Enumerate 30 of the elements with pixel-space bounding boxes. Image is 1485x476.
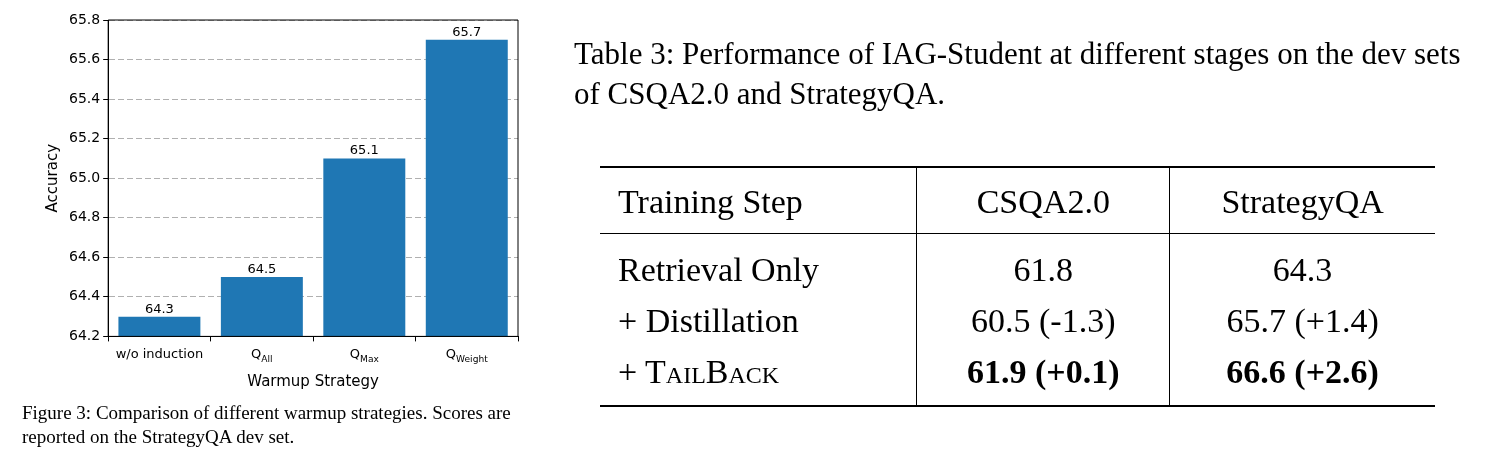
y-tick-label: 65.0 <box>69 168 101 185</box>
text: Table 3: Performance of IAG-Student at different stages on the dev sets of CSQA2.0 and StrategyQA. <box>574 35 1462 113</box>
y-tick-label: 64.2 <box>69 327 101 344</box>
data-label: 64.5 <box>247 261 277 277</box>
data-label: 64.3 <box>144 300 174 316</box>
y-tick-label: 65.6 <box>69 50 101 67</box>
text: 66.6 (+2.6) <box>1169 346 1435 406</box>
x-axis-title: Warmup Strategy <box>247 371 380 390</box>
text: Retrieval Only <box>617 250 821 290</box>
y-tick-label: 64.6 <box>69 247 101 264</box>
text: StrategyQA <box>1169 167 1435 234</box>
x-tick-label: w/o induction <box>115 346 204 362</box>
caption: Figure 3: Comparison of different warmup strategies. Scores are reported on the StrategyQA dev set. <box>22 401 512 449</box>
text: 60.5 (-1.3) <box>916 295 1170 346</box>
text: + TailBack <box>617 352 781 392</box>
y-axis-title: Accuracy <box>42 143 61 213</box>
y-tick-label: 64.4 <box>69 287 101 304</box>
data-label: 65.1 <box>349 142 379 158</box>
text: Training Step <box>600 167 917 234</box>
text: 65.7 (+1.4) <box>1169 295 1435 346</box>
data-label: 65.7 <box>452 23 482 39</box>
text: CSQA2.0 <box>916 167 1170 234</box>
y-tick-label: 65.4 <box>69 89 101 106</box>
y-tick-label: 65.8 <box>69 10 101 27</box>
text: + Distillation <box>617 301 800 341</box>
y-tick-label: 64.8 <box>69 208 101 225</box>
text: 61.8 <box>916 233 1170 295</box>
text: 61.9 (+0.1) <box>916 346 1170 406</box>
y-tick-label: 65.2 <box>69 129 101 146</box>
text: 64.3 <box>1169 233 1435 295</box>
